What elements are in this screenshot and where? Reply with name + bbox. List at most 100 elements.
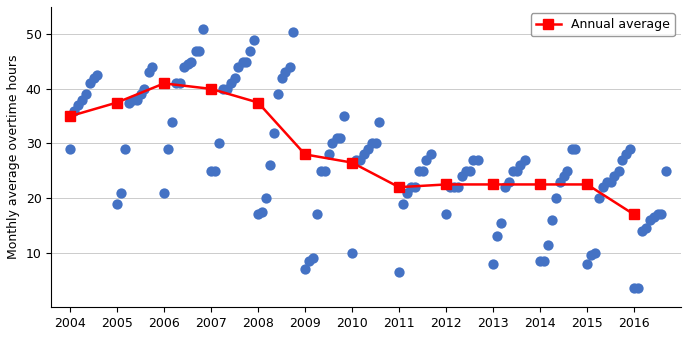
Point <box>636 228 647 234</box>
Point <box>88 75 99 81</box>
Point <box>641 225 652 231</box>
Point <box>72 102 83 108</box>
Annual average <box>536 182 544 186</box>
Point <box>350 157 361 162</box>
Point <box>456 174 467 179</box>
Point <box>308 255 319 261</box>
Point <box>229 75 240 81</box>
Point <box>354 157 365 162</box>
Point <box>515 163 526 168</box>
Point <box>178 64 189 70</box>
Annual average <box>395 185 403 189</box>
Point <box>319 168 330 174</box>
Point <box>617 157 628 162</box>
Point <box>590 250 601 255</box>
Point <box>625 146 636 152</box>
Point <box>413 168 424 174</box>
Point <box>472 157 483 162</box>
Point <box>452 184 463 190</box>
Point <box>449 184 460 190</box>
Point <box>116 190 127 195</box>
Point <box>76 97 87 102</box>
Point <box>555 179 566 184</box>
Point <box>111 201 122 206</box>
Point <box>237 59 248 64</box>
Point <box>550 195 561 201</box>
Point <box>123 100 134 105</box>
Point <box>491 234 502 239</box>
Point <box>543 242 554 247</box>
Point <box>495 220 506 225</box>
Point <box>347 250 358 255</box>
Point <box>182 62 193 67</box>
Point <box>335 135 346 141</box>
Point <box>166 119 178 124</box>
Point <box>613 168 624 174</box>
Point <box>644 217 655 223</box>
Point <box>80 92 91 97</box>
Annual average <box>348 160 356 164</box>
Point <box>632 285 643 291</box>
Point <box>507 168 518 174</box>
Point <box>402 190 413 195</box>
Point <box>570 146 581 152</box>
Point <box>190 48 201 53</box>
Point <box>194 48 205 53</box>
Point <box>186 59 197 64</box>
Point <box>460 168 471 174</box>
Annual average <box>66 114 74 118</box>
Point <box>538 258 549 264</box>
Point <box>421 157 432 162</box>
Point <box>92 72 103 78</box>
Point <box>327 141 338 146</box>
Point <box>581 261 592 266</box>
Point <box>276 75 287 81</box>
Annual average <box>160 81 168 85</box>
Annual average <box>489 182 497 186</box>
Point <box>221 86 232 92</box>
Point <box>488 261 499 266</box>
Annual average <box>301 152 309 156</box>
Point <box>252 212 264 217</box>
Point <box>139 86 150 92</box>
Point <box>519 157 530 162</box>
Point <box>358 152 369 157</box>
Point <box>217 86 228 92</box>
Point <box>261 195 272 201</box>
Point <box>331 135 342 141</box>
Point <box>593 195 604 201</box>
Point <box>288 29 299 34</box>
Point <box>417 168 428 174</box>
Point <box>257 209 268 214</box>
Point <box>315 168 326 174</box>
Point <box>127 97 138 102</box>
Point <box>394 269 405 275</box>
Point <box>268 130 279 135</box>
Point <box>303 258 314 264</box>
Point <box>197 26 208 31</box>
Point <box>162 146 173 152</box>
Point <box>131 97 142 102</box>
Point <box>264 163 275 168</box>
Point <box>648 215 659 220</box>
Point <box>605 179 616 184</box>
Point <box>280 70 291 75</box>
Point <box>656 212 667 217</box>
Point <box>213 141 224 146</box>
Point <box>284 64 295 70</box>
Point <box>585 253 596 258</box>
Point <box>209 168 220 174</box>
Point <box>135 92 146 97</box>
Point <box>464 168 475 174</box>
Point <box>65 146 76 152</box>
Point <box>299 267 310 272</box>
Point <box>468 157 479 162</box>
Point <box>652 212 663 217</box>
Point <box>272 92 283 97</box>
Point <box>370 141 381 146</box>
Point <box>362 146 373 152</box>
Line: Annual average: Annual average <box>65 79 639 219</box>
Point <box>323 152 334 157</box>
Point <box>597 184 608 190</box>
Point <box>311 212 322 217</box>
